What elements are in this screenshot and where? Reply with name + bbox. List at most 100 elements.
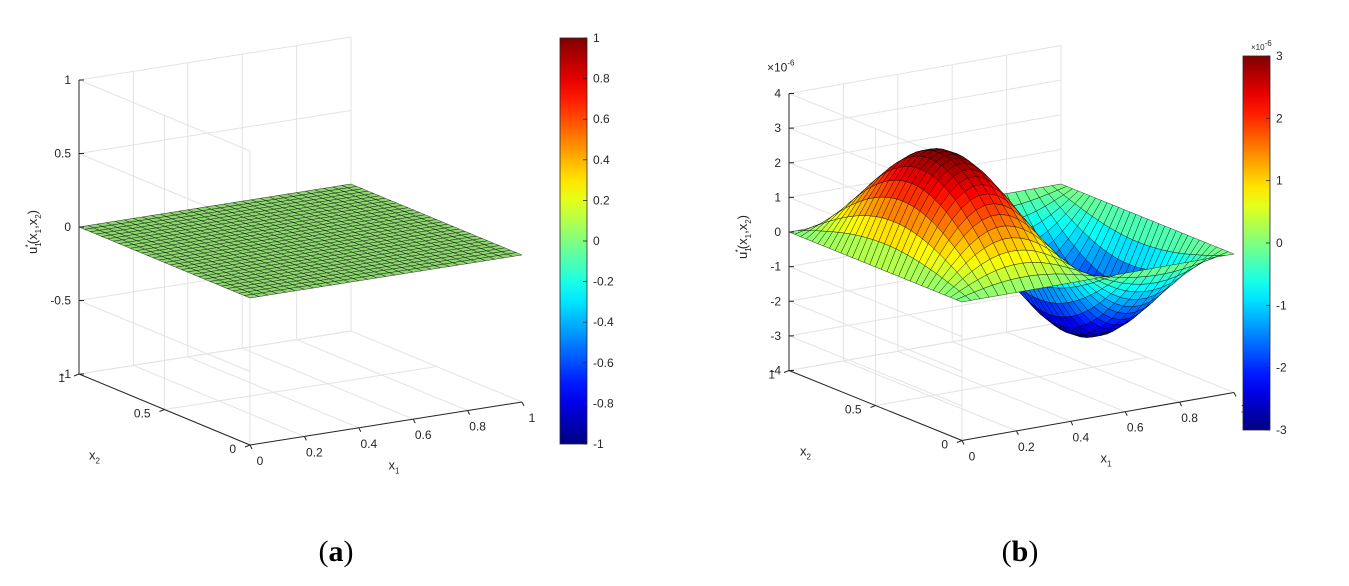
z-tick-label: 0.5 [54, 147, 71, 161]
y-axis-label: x2 [800, 444, 812, 462]
z-tick-label: -1 [60, 367, 71, 381]
z-tick-label: 1 [774, 190, 781, 204]
gridline [78, 110, 352, 154]
colorbar-tick-label: -0.2 [593, 275, 614, 289]
colorbar: -3 -2 -1 0 1 2 3 ×10-6 [1242, 39, 1287, 437]
gridline [788, 322, 1062, 371]
colorbar-tick-label: -1 [1276, 298, 1287, 312]
colorbar-tick-label: -0.4 [593, 315, 614, 329]
x-tick [1015, 430, 1019, 436]
y-tick-label: 1 [768, 368, 775, 382]
y-tick-label: 0.5 [845, 403, 862, 417]
colorbar-tick-label: 0 [1276, 236, 1283, 250]
surface [78, 183, 523, 299]
gridline [788, 79, 1062, 129]
gridline [875, 357, 1148, 406]
axes: 00.20.40.60.8100.51-4-3-2-101234x1x2u1*(… [734, 59, 1248, 469]
y-axis-label: x2 [89, 448, 101, 466]
colorbar-tick-label: 0.2 [593, 193, 610, 207]
y-tick-label: 0.5 [134, 407, 151, 421]
colorbar-tick-label: 0.8 [593, 72, 610, 86]
gridline [788, 114, 1062, 164]
gridline [164, 366, 437, 410]
z-tick-label: 3 [774, 121, 781, 135]
x-tick [521, 401, 525, 407]
colorbar-exponent-label: ×10-6 [1251, 39, 1272, 52]
colorbar-tick-label: -1 [593, 437, 604, 451]
colorbar-gradient [559, 37, 588, 445]
axes: 00.20.40.60.8100.51-1-0.500.51x1x2u1*(x1… [24, 73, 536, 476]
x-tick [412, 418, 416, 424]
z-exponent-label: ×10-6 [767, 59, 795, 75]
colorbar-tick-label: -0.8 [593, 396, 614, 410]
z-axis-label: u1*(x1,x2) [734, 215, 753, 259]
y-tick [870, 405, 876, 408]
y-tick [783, 370, 790, 373]
z-tick-label: -2 [770, 294, 781, 308]
colorbar-tick-label: -0.6 [593, 356, 614, 370]
colorbar-tick-label: -2 [1276, 361, 1287, 375]
y-tick [244, 444, 251, 448]
x-axis-line [249, 401, 523, 446]
gridline [78, 330, 352, 375]
x-tick-label: 0.4 [1072, 430, 1089, 444]
x-tick-label: 0 [969, 450, 976, 464]
colorbar-tick-label: 2 [1276, 111, 1283, 125]
x-tick-label: 0.6 [1127, 421, 1144, 435]
x-tick [1070, 421, 1074, 426]
x-tick [1124, 411, 1128, 416]
z-tick-label: 0 [774, 225, 781, 239]
gridline [788, 45, 1062, 94]
z-tick-label: -0.5 [50, 294, 71, 308]
y-tick [159, 409, 165, 412]
x-tick-label: 0.2 [1018, 440, 1035, 454]
x-axis-label: x1 [1101, 451, 1113, 469]
caption-a: (a) [318, 535, 354, 568]
y-tick [73, 373, 80, 377]
z-tick-label: 2 [774, 156, 781, 170]
z-tick-label: 1 [64, 73, 71, 87]
x-tick [358, 427, 362, 433]
z-tick-label: -1 [770, 260, 781, 274]
panel-b-plot: 00.20.40.60.8100.51-4-3-2-101234x1x2u1*(… [734, 39, 1287, 469]
colorbar-tick-label: 3 [1276, 49, 1283, 63]
colorbar-tick-label: 0.4 [593, 153, 610, 167]
x-tick [249, 444, 253, 450]
colorbar-tick-label: 0 [593, 234, 600, 248]
gridline [78, 36, 352, 81]
x-tick-label: 0 [257, 454, 264, 468]
gridline [788, 287, 1062, 337]
x-tick [961, 440, 965, 445]
colorbar-tick-label: -3 [1276, 423, 1287, 437]
z-tick-label: -3 [770, 329, 781, 343]
colorbar: -1 -0.8 -0.6 -0.4 -0.2 0 0.2 0.4 0.6 0.8 1 [559, 31, 614, 451]
z-tick-label: 0 [64, 220, 71, 234]
z-tick-label: 4 [774, 87, 781, 101]
y-tick-label: 0 [941, 438, 948, 452]
x-tick-label: 0.4 [360, 437, 377, 451]
x-tick [467, 410, 471, 415]
y-tick [956, 440, 963, 443]
x-tick [1179, 401, 1183, 407]
caption-b: (b) [1001, 535, 1039, 568]
x-tick-label: 0.2 [306, 445, 323, 459]
x-tick [1233, 392, 1237, 397]
y-tick-label: 0 [229, 442, 236, 456]
colorbar-tick-label: 0.6 [593, 112, 610, 126]
colorbar-tick-label: 1 [1276, 174, 1283, 188]
surface-patch [506, 252, 523, 257]
colorbar-tick-label: 1 [593, 31, 600, 45]
z-axis-label: u1*(x1,x2) [24, 210, 43, 254]
surface [788, 148, 1235, 338]
surface-patch [1219, 251, 1235, 256]
x-axis-line [961, 392, 1235, 441]
colorbar-gradient [1242, 55, 1271, 431]
x-tick-label: 0.8 [1181, 411, 1198, 425]
y-tick-label: 1 [58, 371, 65, 385]
x-tick [303, 436, 307, 441]
x-axis-label: x1 [389, 458, 401, 476]
panel-a-plot: 00.20.40.60.8100.51-1-0.500.51x1x2u1*(x1… [24, 31, 614, 476]
x-tick-label: 0.8 [469, 420, 486, 434]
x-tick-label: 0.6 [415, 428, 432, 442]
